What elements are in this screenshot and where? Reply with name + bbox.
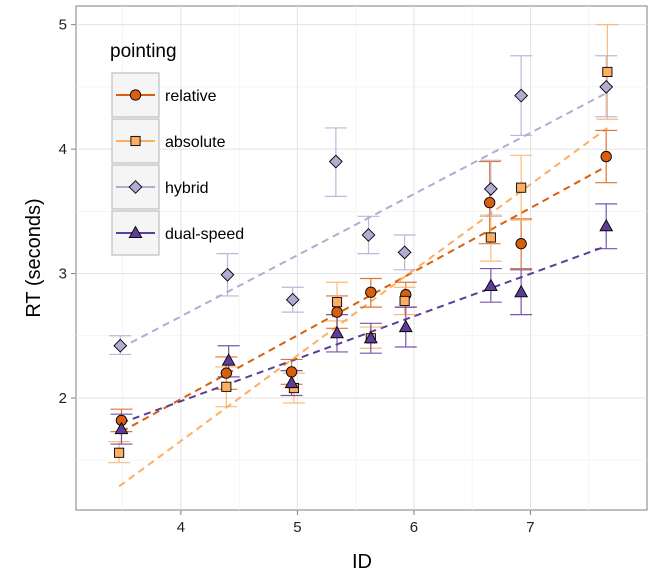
point-hybrid: [599, 79, 614, 94]
data-markers: [113, 66, 614, 458]
point-dual-speed: [398, 319, 413, 333]
point-absolute: [399, 295, 410, 306]
point-relative: [331, 306, 343, 318]
point-absolute: [331, 297, 343, 308]
legend-marker-hybrid: [128, 180, 143, 194]
legend-marker-relative: [129, 89, 142, 101]
point-dual-speed: [114, 421, 129, 435]
legend-marker-dual-speed: [128, 225, 143, 239]
point-absolute: [485, 232, 496, 243]
legend-marker-absolute: [130, 135, 141, 147]
point-absolute: [602, 66, 613, 78]
point-relative: [484, 196, 496, 209]
y-tick-label: 5: [59, 17, 67, 34]
point-relative: [365, 286, 377, 298]
point-dual-speed: [221, 353, 236, 366]
axes: 4 5 6 7 2 3 4 5: [59, 17, 535, 536]
point-absolute: [114, 447, 125, 458]
y-tick-label: 4: [59, 141, 67, 158]
legend: pointing relative absolute hybrid dual-spee…: [110, 41, 244, 256]
legend-label-hybrid: hybrid: [165, 180, 209, 197]
x-tick-label: 5: [293, 519, 301, 536]
point-hybrid: [361, 228, 376, 242]
x-tick-label: 7: [526, 519, 534, 536]
plot-panel: [75, 5, 648, 511]
legend-label-relative: relative: [165, 88, 217, 105]
point-relative: [600, 150, 612, 163]
point-absolute: [516, 182, 527, 193]
point-absolute: [221, 381, 232, 392]
point-relative: [285, 366, 298, 378]
y-tick-label: 3: [59, 266, 67, 283]
point-dual-speed: [514, 284, 529, 298]
point-hybrid: [397, 245, 412, 260]
point-hybrid: [483, 181, 498, 196]
point-relative: [515, 238, 527, 250]
x-tick-label: 4: [177, 519, 185, 536]
point-dual-speed: [363, 330, 378, 344]
point-dual-speed: [599, 218, 614, 232]
point-hybrid: [285, 292, 300, 307]
x-axis-title: ID: [352, 551, 372, 573]
trend-line-relative: [120, 165, 607, 433]
point-hybrid: [514, 88, 529, 103]
y-axis-title: RT (seconds): [23, 198, 45, 317]
point-hybrid: [113, 338, 128, 353]
point-dual-speed: [284, 375, 299, 389]
trend-line-dual-speed: [121, 245, 607, 424]
point-hybrid: [328, 154, 343, 169]
point-relative: [220, 367, 232, 379]
y-tick-label: 2: [59, 390, 67, 407]
point-hybrid: [220, 267, 235, 282]
legend-title: pointing: [110, 41, 177, 62]
point-dual-speed: [483, 278, 498, 291]
grid-major: [76, 6, 647, 510]
point-dual-speed: [330, 325, 344, 339]
grid-minor: [76, 6, 647, 510]
x-tick-label: 6: [410, 519, 418, 536]
legend-label-dual-speed: dual-speed: [165, 226, 244, 243]
legend-label-absolute: absolute: [165, 134, 226, 151]
